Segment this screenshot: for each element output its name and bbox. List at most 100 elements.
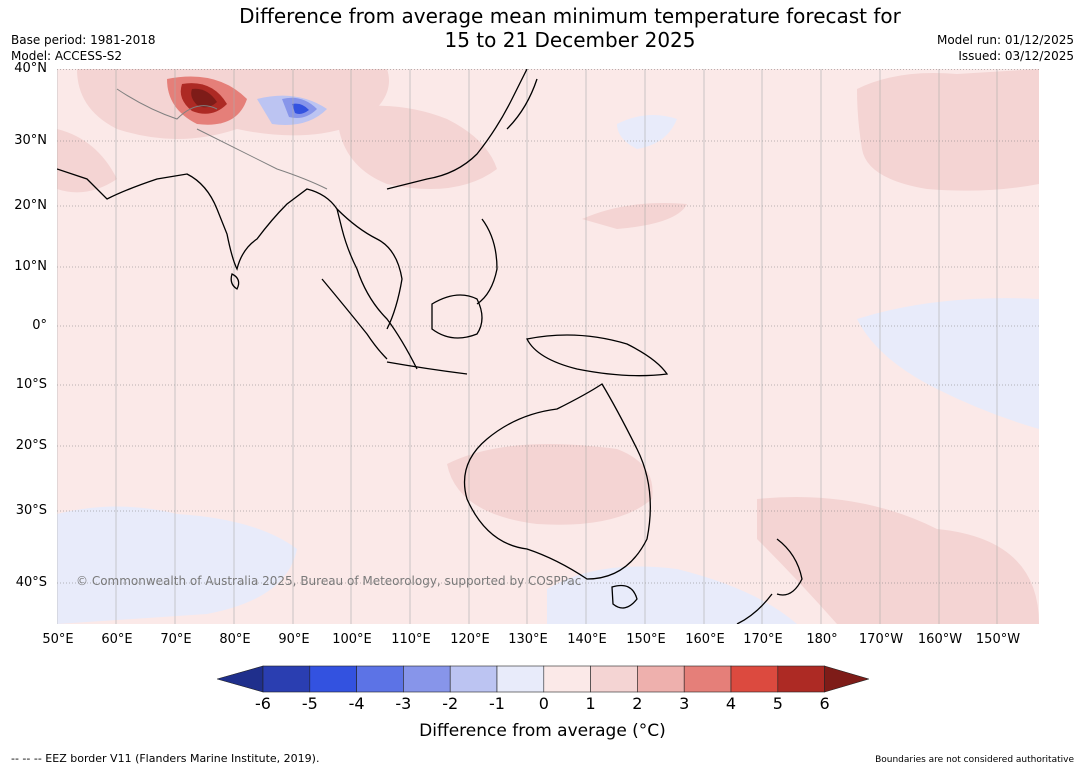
coast-philippines (476, 218, 498, 305)
map-panel (57, 69, 1039, 624)
anomaly-region-china (337, 105, 497, 189)
lon-label-80e: 80°E (219, 632, 251, 647)
lon-label-50e: 50°E (42, 632, 74, 647)
anomaly-region-himalaya-max (191, 88, 217, 108)
lon-label-170e: 170°E (743, 632, 783, 647)
coast-japan (506, 78, 538, 130)
colorbar-tick-label: 4 (725, 694, 737, 713)
border-central-asia (116, 88, 218, 120)
anomaly-region-pacific-cool (617, 115, 677, 149)
lon-label-110e: 110°E (391, 632, 431, 647)
lon-label-60e: 60°E (101, 632, 133, 647)
border-india-china (196, 128, 328, 190)
longitude-gridlines (57, 69, 998, 624)
colorbar-block (496, 665, 545, 693)
lat-label-0: 0° (32, 318, 47, 333)
anomaly-region-coral-sea (582, 203, 687, 229)
colorbar-tick-label: 6 (819, 694, 830, 713)
anomaly-region-australia (447, 444, 653, 525)
meta-right: Model run: 01/12/2025 Issued: 03/12/2025 (937, 32, 1074, 64)
colorbar-block (543, 665, 591, 693)
coastlines (57, 69, 803, 624)
lat-label-40s: 40°S (15, 575, 47, 590)
coast-tasmania (611, 584, 638, 609)
colorbar-block (637, 665, 685, 693)
lat-label-20s: 20°S (15, 438, 47, 453)
title-line-1: Difference from average mean minimum tem… (239, 4, 901, 28)
base-period: Base period: 1981-2018 (11, 33, 156, 47)
colorbar-tick-label: -6 (255, 694, 271, 713)
colorbar-block (262, 665, 311, 693)
lat-label-30s: 30°S (15, 503, 47, 518)
colorbar-block (449, 665, 498, 693)
country-borders (116, 88, 328, 190)
colorbar-block (683, 665, 732, 693)
colorbar-block (356, 665, 404, 693)
lat-label-10n: 10°N (14, 259, 47, 274)
colorbar-tick-label: 1 (585, 694, 596, 713)
anomaly-region-southern-ocean (57, 506, 297, 624)
colorbar-tick-label: 5 (772, 694, 783, 713)
colorbar-block (403, 665, 451, 693)
colorbar-block (730, 665, 779, 693)
lon-label-150w: 150°W (975, 632, 1021, 647)
coast-sumatra (321, 278, 388, 360)
colorbar-tick-label: -4 (348, 694, 365, 713)
colorbar-tick-label: -2 (442, 694, 459, 713)
colorbar-title: Difference from average (°C) (419, 721, 666, 741)
copyright-watermark: © Commonwealth of Australia 2025, Bureau… (76, 574, 582, 588)
lon-label-160w: 160°W (917, 632, 963, 647)
colorbar-block (309, 665, 357, 693)
colorbar-tick-label: -3 (395, 694, 412, 713)
colorbar-tick-label: -1 (489, 694, 505, 713)
lon-label-70e: 70°E (160, 632, 192, 647)
meta-left: Base period: 1981-2018 Model: ACCESS-S2 (11, 32, 156, 64)
coast-java (386, 361, 468, 375)
colorbar-block (590, 665, 638, 693)
coast-arabia-india (57, 168, 418, 370)
coast-new-zealand-south (736, 593, 773, 624)
coast-new-guinea (526, 334, 669, 377)
boundary-disclaimer: Boundaries are not considered authoritat… (875, 755, 1074, 765)
colorbar-extend-low (217, 665, 264, 693)
map-title: Difference from average mean minimum tem… (170, 4, 970, 52)
colorbar-tick-label: 3 (679, 694, 690, 713)
lat-label-10s: 10°S (15, 377, 47, 392)
colorbar-tick-label: 2 (632, 694, 643, 713)
colorbar-tick-label: 0 (538, 694, 549, 713)
lon-label-170w: 170°W (858, 632, 904, 647)
anomaly-region-china-cool-3 (292, 103, 309, 114)
anomaly-shading (57, 69, 1039, 624)
colorbar-tick-label: -5 (301, 694, 318, 713)
anomaly-region-equatorial-pacific (857, 298, 1039, 429)
lat-label-20n: 20°N (14, 198, 47, 213)
model-run: Model run: 01/12/2025 (936, 33, 1074, 47)
coast-borneo (431, 294, 483, 339)
anomaly-region-south-pacific (757, 497, 1039, 624)
anomaly-region-tasman (547, 566, 797, 624)
anomaly-region-north-pacific (857, 69, 1039, 191)
lon-label-140e: 140°E (567, 632, 607, 647)
lon-label-120e: 120°E (450, 632, 490, 647)
coast-sri-lanka (230, 273, 240, 290)
lon-label-150e: 150°E (626, 632, 666, 647)
coast-australia (463, 383, 651, 580)
lon-label-130e: 130°E (508, 632, 548, 647)
title-line-2: 15 to 21 December 2025 (444, 28, 696, 52)
coast-east-asia (386, 69, 528, 190)
lon-label-90e: 90°E (278, 632, 310, 647)
coast-indochina (336, 208, 403, 330)
lat-label-30n: 30°N (14, 133, 47, 148)
colorbar-extend-high (824, 665, 869, 693)
issued-date: Issued: 03/12/2025 (958, 49, 1074, 63)
lat-label-40n: 40°N (14, 61, 47, 76)
lon-label-180: 180° (806, 632, 838, 647)
colorbar-blocks (217, 665, 869, 693)
colorbar-block (777, 665, 825, 693)
eez-legend: -- -- -- EEZ border V11 (Flanders Marine… (11, 752, 320, 765)
lon-label-160e: 160°E (685, 632, 725, 647)
anomaly-region-arabia (57, 129, 117, 193)
lon-label-100e: 100°E (332, 632, 372, 647)
colorbar (217, 665, 869, 693)
coast-new-zealand-north (776, 538, 803, 596)
